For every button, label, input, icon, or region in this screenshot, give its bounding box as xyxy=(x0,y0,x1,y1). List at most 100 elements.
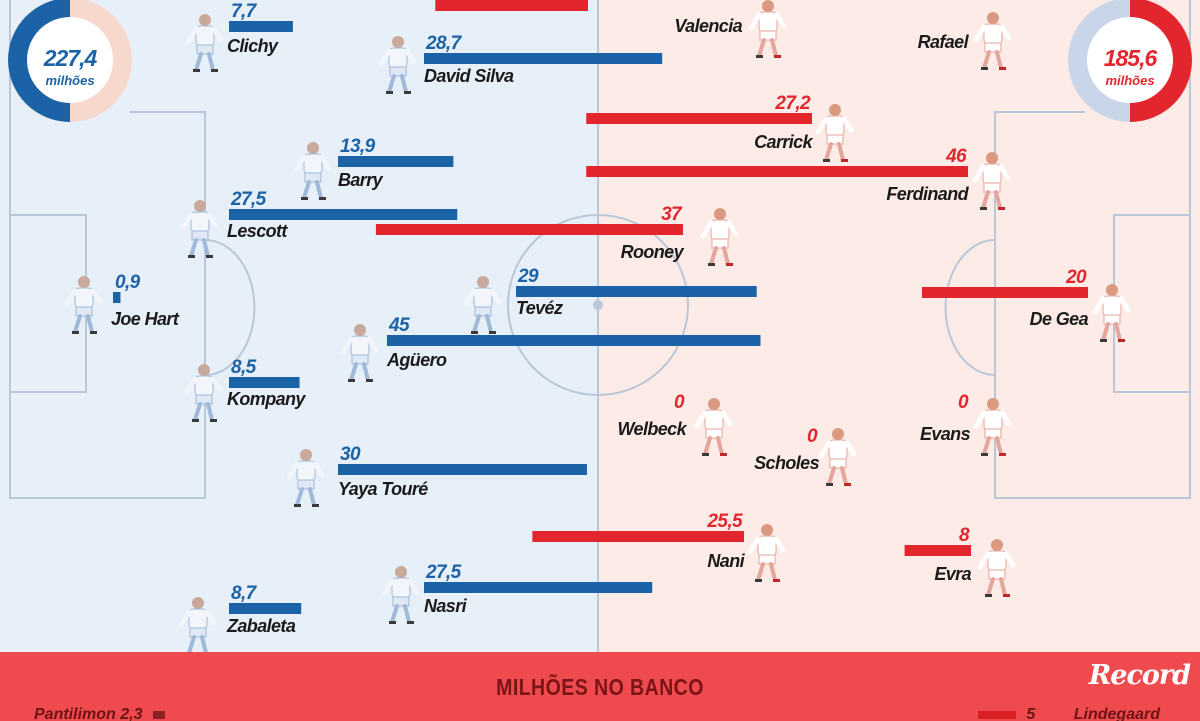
player-label-aguero: Agüero xyxy=(386,350,447,370)
value-label-lescott: 27,5 xyxy=(230,189,267,210)
bench-left: Pantilimon 2,3 xyxy=(34,706,171,721)
total-unit-united: milhões xyxy=(1105,73,1154,88)
bar-ferdinand xyxy=(586,166,968,177)
value-label-tevez: 29 xyxy=(517,266,539,287)
value-label-welbeck: 0 xyxy=(674,392,685,413)
player-label-rafael: Rafael xyxy=(918,32,970,52)
player-label-barry: Barry xyxy=(338,170,384,190)
bar-de-gea xyxy=(922,287,1088,298)
player-label-rooney: Rooney xyxy=(621,242,685,262)
value-label-rooney: 37 xyxy=(661,204,683,225)
value-label-nasri: 27,5 xyxy=(425,562,462,583)
bar-nani xyxy=(532,531,744,542)
value-label-de-gea: 20 xyxy=(1065,267,1087,288)
player-figure-carrick xyxy=(815,104,854,162)
player-figure-welbeck xyxy=(694,398,733,456)
bar-joe-hart xyxy=(113,292,121,303)
value-label-barry: 13,9 xyxy=(340,136,376,157)
bench-right-value: 5 xyxy=(1026,706,1036,721)
player-label-tevez: Tevéz xyxy=(516,298,563,318)
player-label-lescott: Lescott xyxy=(227,221,288,241)
bar-yaya-toure xyxy=(338,464,587,475)
player-label-joe-hart: Joe Hart xyxy=(111,309,180,329)
bar-valencia xyxy=(435,0,588,11)
bench-right-bar xyxy=(977,710,1016,719)
player-label-yaya-toure: Yaya Touré xyxy=(338,479,428,499)
player-label-evra: Evra xyxy=(934,564,971,584)
player-label-carrick: Carrick xyxy=(754,132,813,152)
bar-kompany xyxy=(229,377,300,388)
bars xyxy=(113,0,1088,614)
player-label-nasri: Nasri xyxy=(424,596,468,616)
bar-evra xyxy=(904,545,971,556)
bar-barry xyxy=(338,156,454,167)
value-label-david-silva: 28,7 xyxy=(425,33,463,54)
value-label-aguero: 45 xyxy=(388,315,410,336)
value-label-clichy: 7,7 xyxy=(231,1,258,22)
player-figure-evra xyxy=(977,539,1016,597)
player-figure-nani xyxy=(747,524,786,582)
total-unit-city: milhões xyxy=(45,73,94,88)
player-figure-aguero xyxy=(340,324,379,382)
total-value-united: 185,6 xyxy=(1104,45,1158,71)
total-value-city: 227,4 xyxy=(43,45,98,71)
bench-title: MILHÕES NO BANCO xyxy=(496,674,704,700)
player-figure-nasri xyxy=(381,566,420,624)
player-figure-rooney xyxy=(700,208,739,266)
player-figure-rafael xyxy=(973,12,1012,70)
total-donut-united: 185,6 milhões xyxy=(1068,0,1192,122)
bar-rooney xyxy=(375,224,683,235)
value-label-zabaleta: 8,7 xyxy=(231,583,258,604)
player-figure-joe-hart xyxy=(64,276,103,334)
pitch-left-half xyxy=(0,0,600,721)
player-label-scholes: Scholes xyxy=(754,453,819,473)
player-label-evans: Evans xyxy=(920,424,971,444)
bench-panel: MILHÕES NO BANCO Pantilimon 2,3 5 Lindeg… xyxy=(0,652,1200,721)
labels: 7,7 Clichy 28,7 David Silva 13,9 Barry 27,5 Les… xyxy=(111,1,1089,636)
bench-left-value: 2,3 xyxy=(120,706,143,721)
pitch-lines xyxy=(9,0,1191,652)
bench-right-player: Lindegaard xyxy=(1073,706,1160,721)
value-label-joe-hart: 0,9 xyxy=(115,272,141,293)
player-figure-scholes xyxy=(818,428,857,486)
player-figure-kompany xyxy=(184,364,223,422)
totals: 227,4 milhões 185,6 milhões xyxy=(8,0,1192,122)
player-figure-tevez xyxy=(463,276,502,334)
value-label-evra: 8 xyxy=(959,525,970,546)
player-label-ferdinand: Ferdinand xyxy=(886,184,969,204)
value-label-ferdinand: 46 xyxy=(945,146,967,167)
player-figure-clichy xyxy=(185,14,224,72)
value-label-yaya-toure: 30 xyxy=(340,444,361,465)
bar-zabaleta xyxy=(229,603,302,614)
player-label-valencia: Valencia xyxy=(674,16,742,36)
player-label-kompany: Kompany xyxy=(227,389,306,409)
bar-aguero xyxy=(387,335,761,346)
player-label-de-gea: De Gea xyxy=(1030,309,1089,329)
player-figure-barry xyxy=(293,142,332,200)
bar-david-silva xyxy=(424,53,663,64)
player-label-clichy: Clichy xyxy=(227,36,279,56)
bar-lescott xyxy=(229,209,458,220)
player-figure-lescott xyxy=(180,200,219,258)
value-label-scholes: 0 xyxy=(807,426,818,447)
bar-clichy xyxy=(229,21,293,32)
player-label-zabaleta: Zabaleta xyxy=(226,616,296,636)
bar-tevez xyxy=(516,286,757,297)
player-figure-david-silva xyxy=(378,36,417,94)
value-label-nani: 25,5 xyxy=(706,511,743,532)
bench-right: 5 Lindegaard xyxy=(972,706,1160,721)
player-figure-ferdinand xyxy=(972,152,1011,210)
bar-nasri xyxy=(424,582,653,593)
value-label-evans: 0 xyxy=(958,392,969,413)
player-figure-evans xyxy=(973,398,1012,456)
player-label-nani: Nani xyxy=(707,551,745,571)
player-label-welbeck: Welbeck xyxy=(617,419,687,439)
player-label-david-silva: David Silva xyxy=(424,66,514,86)
player-figure-yaya-toure xyxy=(286,449,325,507)
value-label-carrick: 27,2 xyxy=(774,93,811,114)
player-figure-de-gea xyxy=(1092,284,1131,342)
total-donut-city: 227,4 milhões xyxy=(8,0,132,122)
bench-left-player: Pantilimon xyxy=(34,706,116,721)
